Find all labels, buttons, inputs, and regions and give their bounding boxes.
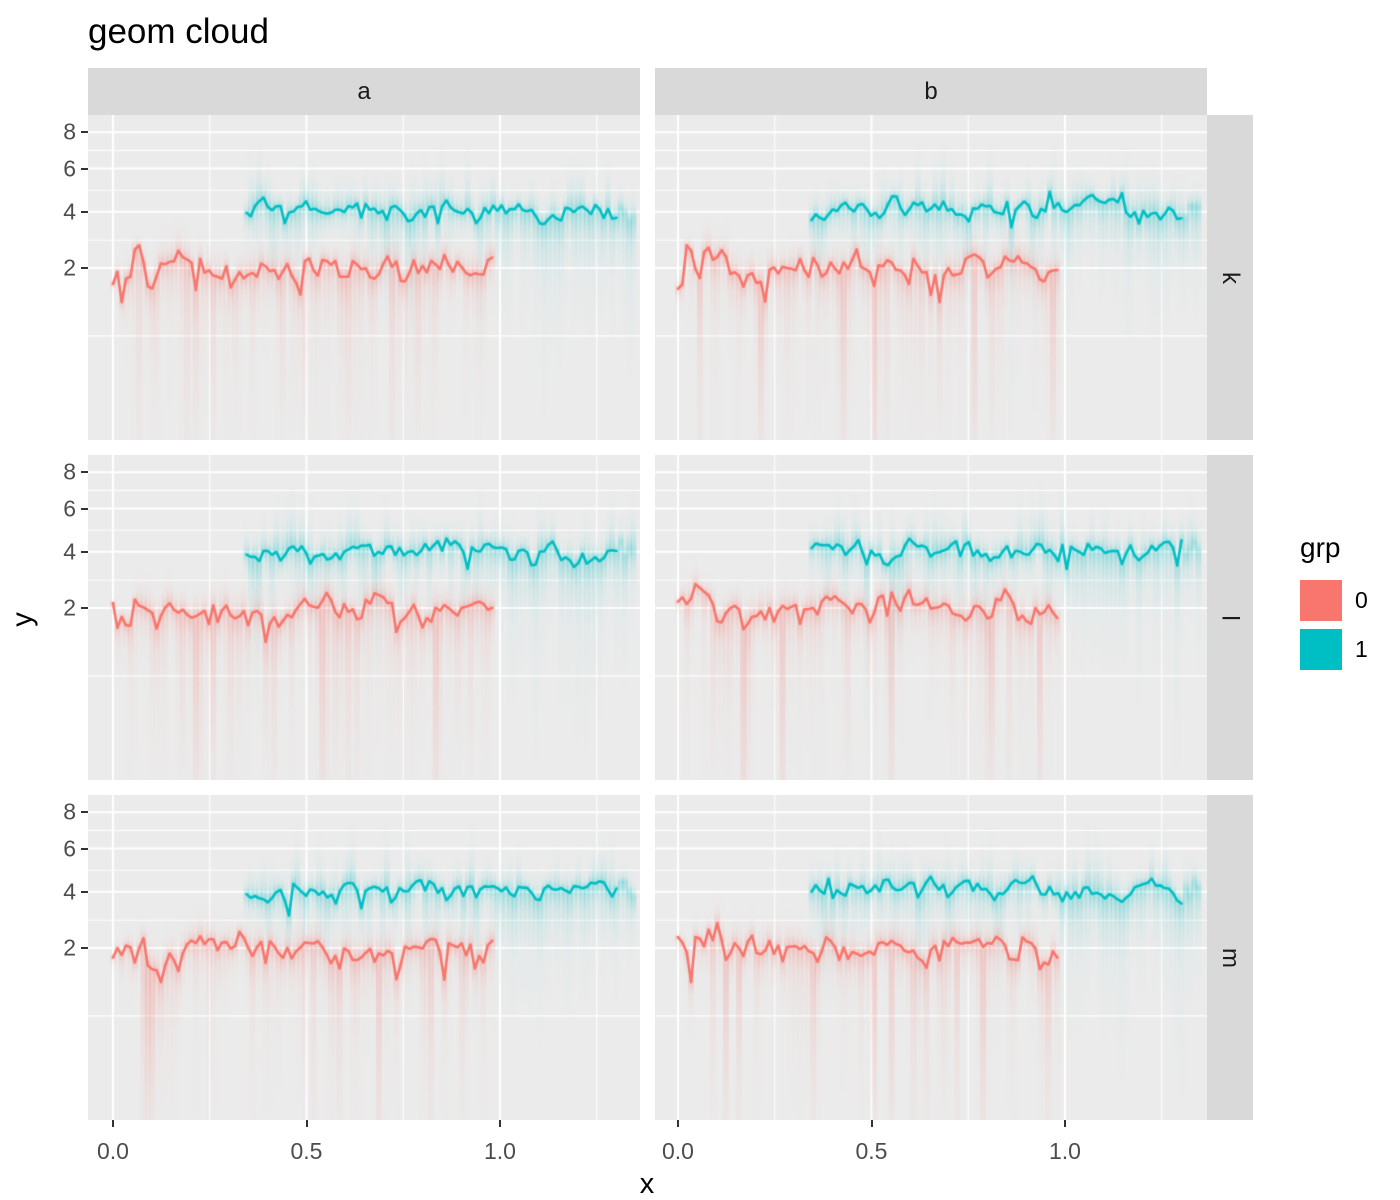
y-tick-label: 8: [63, 458, 76, 485]
facet-strip-row-m-label: m: [1217, 947, 1244, 968]
x-tick-label: 0.0: [662, 1138, 694, 1164]
legend-label-grp0: 0: [1355, 587, 1368, 613]
panel-canvas-a-l: [88, 455, 640, 780]
facet-strip-col-a-label: a: [357, 77, 371, 105]
y-axis-title: y: [6, 612, 39, 627]
x-tick-label: 0.5: [290, 1138, 323, 1164]
y-tick-mark: [81, 267, 88, 269]
x-tick-label: 0.0: [97, 1138, 129, 1164]
legend-key-grp1: 1: [1296, 629, 1368, 670]
y-tick-mark: [81, 811, 88, 814]
facet-strip-row-l-label: l: [1217, 614, 1244, 621]
y-tick-label: 6: [63, 495, 76, 522]
y-tick-mark: [81, 167, 88, 170]
y-tick-mark: [81, 550, 88, 553]
y-tick-mark: [81, 507, 88, 510]
y-tick-label: 2: [63, 934, 76, 961]
x-tick-mark: [677, 1120, 679, 1127]
panel-canvas-a-k: [88, 115, 640, 440]
legend-title: grp: [1300, 532, 1341, 563]
y-tick-label: 8: [63, 118, 76, 145]
legend-swatch-grp1: [1300, 629, 1342, 670]
plot-title: geom cloud: [88, 12, 269, 51]
facet-strip-col-b-label: b: [924, 77, 938, 105]
x-axis-title: x: [639, 1168, 655, 1200]
facet-strip-col-b: b: [655, 68, 1207, 115]
y-tick-mark: [81, 210, 88, 213]
facet-strip-col-a: a: [88, 68, 640, 115]
panel-canvas-b-m: [655, 795, 1207, 1120]
x-tick-mark: [870, 1120, 873, 1127]
x-tick-label: 0.5: [855, 1138, 888, 1164]
x-tick-mark: [112, 1120, 114, 1127]
y-tick-label: 2: [63, 594, 76, 621]
facet-strip-row-l: l: [1207, 455, 1253, 780]
facet-strip-row-k: k: [1207, 115, 1253, 440]
y-tick-label: 4: [63, 878, 76, 905]
y-tick-mark: [81, 131, 88, 134]
legend-key-grp0: 0: [1296, 580, 1368, 621]
y-tick-mark: [81, 471, 88, 474]
y-tick-label: 2: [63, 254, 76, 281]
legend-label-grp1: 1: [1355, 636, 1368, 662]
x-tick-mark: [305, 1120, 308, 1127]
facet-strip-row-m: m: [1207, 795, 1253, 1120]
y-tick-mark: [81, 890, 88, 893]
panel-canvas-b-k: [655, 115, 1207, 440]
x-tick-mark: [1064, 1120, 1066, 1127]
x-tick-label: 1.0: [484, 1138, 516, 1164]
y-tick-label: 4: [63, 538, 76, 565]
y-tick-label: 6: [63, 835, 76, 862]
y-tick-label: 4: [63, 198, 76, 225]
panel-canvas-b-l: [655, 455, 1207, 780]
facet-strip-row-k-label: k: [1217, 271, 1244, 284]
x-tick-label: 1.0: [1049, 1138, 1081, 1164]
y-tick-label: 8: [63, 798, 76, 825]
y-tick-label: 6: [63, 155, 76, 182]
y-tick-mark: [81, 847, 88, 850]
y-tick-mark: [81, 947, 88, 949]
legend: grp 0 1: [1296, 532, 1368, 678]
y-tick-mark: [81, 607, 88, 609]
x-tick-mark: [499, 1120, 501, 1127]
legend-swatch-grp0: [1300, 580, 1342, 621]
panel-canvas-a-m: [88, 795, 640, 1120]
